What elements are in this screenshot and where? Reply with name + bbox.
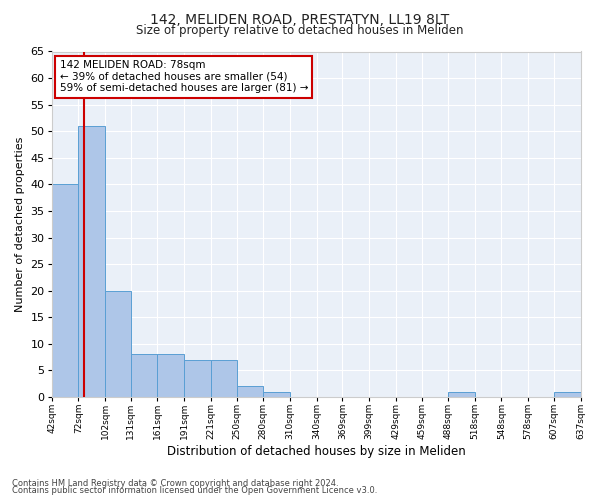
Bar: [236, 386, 263, 397]
Bar: [448, 392, 475, 397]
Bar: [554, 392, 581, 397]
Y-axis label: Number of detached properties: Number of detached properties: [15, 136, 25, 312]
Bar: [263, 392, 290, 397]
Bar: [52, 184, 78, 397]
Text: 142 MELIDEN ROAD: 78sqm
← 39% of detached houses are smaller (54)
59% of semi-de: 142 MELIDEN ROAD: 78sqm ← 39% of detache…: [59, 60, 308, 94]
Bar: [131, 354, 157, 397]
Bar: [211, 360, 236, 397]
Text: Size of property relative to detached houses in Meliden: Size of property relative to detached ho…: [136, 24, 464, 37]
Text: Contains HM Land Registry data © Crown copyright and database right 2024.: Contains HM Land Registry data © Crown c…: [12, 478, 338, 488]
Bar: [157, 354, 184, 397]
X-axis label: Distribution of detached houses by size in Meliden: Distribution of detached houses by size …: [167, 444, 466, 458]
Bar: [78, 126, 105, 397]
Text: Contains public sector information licensed under the Open Government Licence v3: Contains public sector information licen…: [12, 486, 377, 495]
Bar: [184, 360, 211, 397]
Bar: [105, 290, 131, 397]
Text: 142, MELIDEN ROAD, PRESTATYN, LL19 8LT: 142, MELIDEN ROAD, PRESTATYN, LL19 8LT: [151, 12, 449, 26]
